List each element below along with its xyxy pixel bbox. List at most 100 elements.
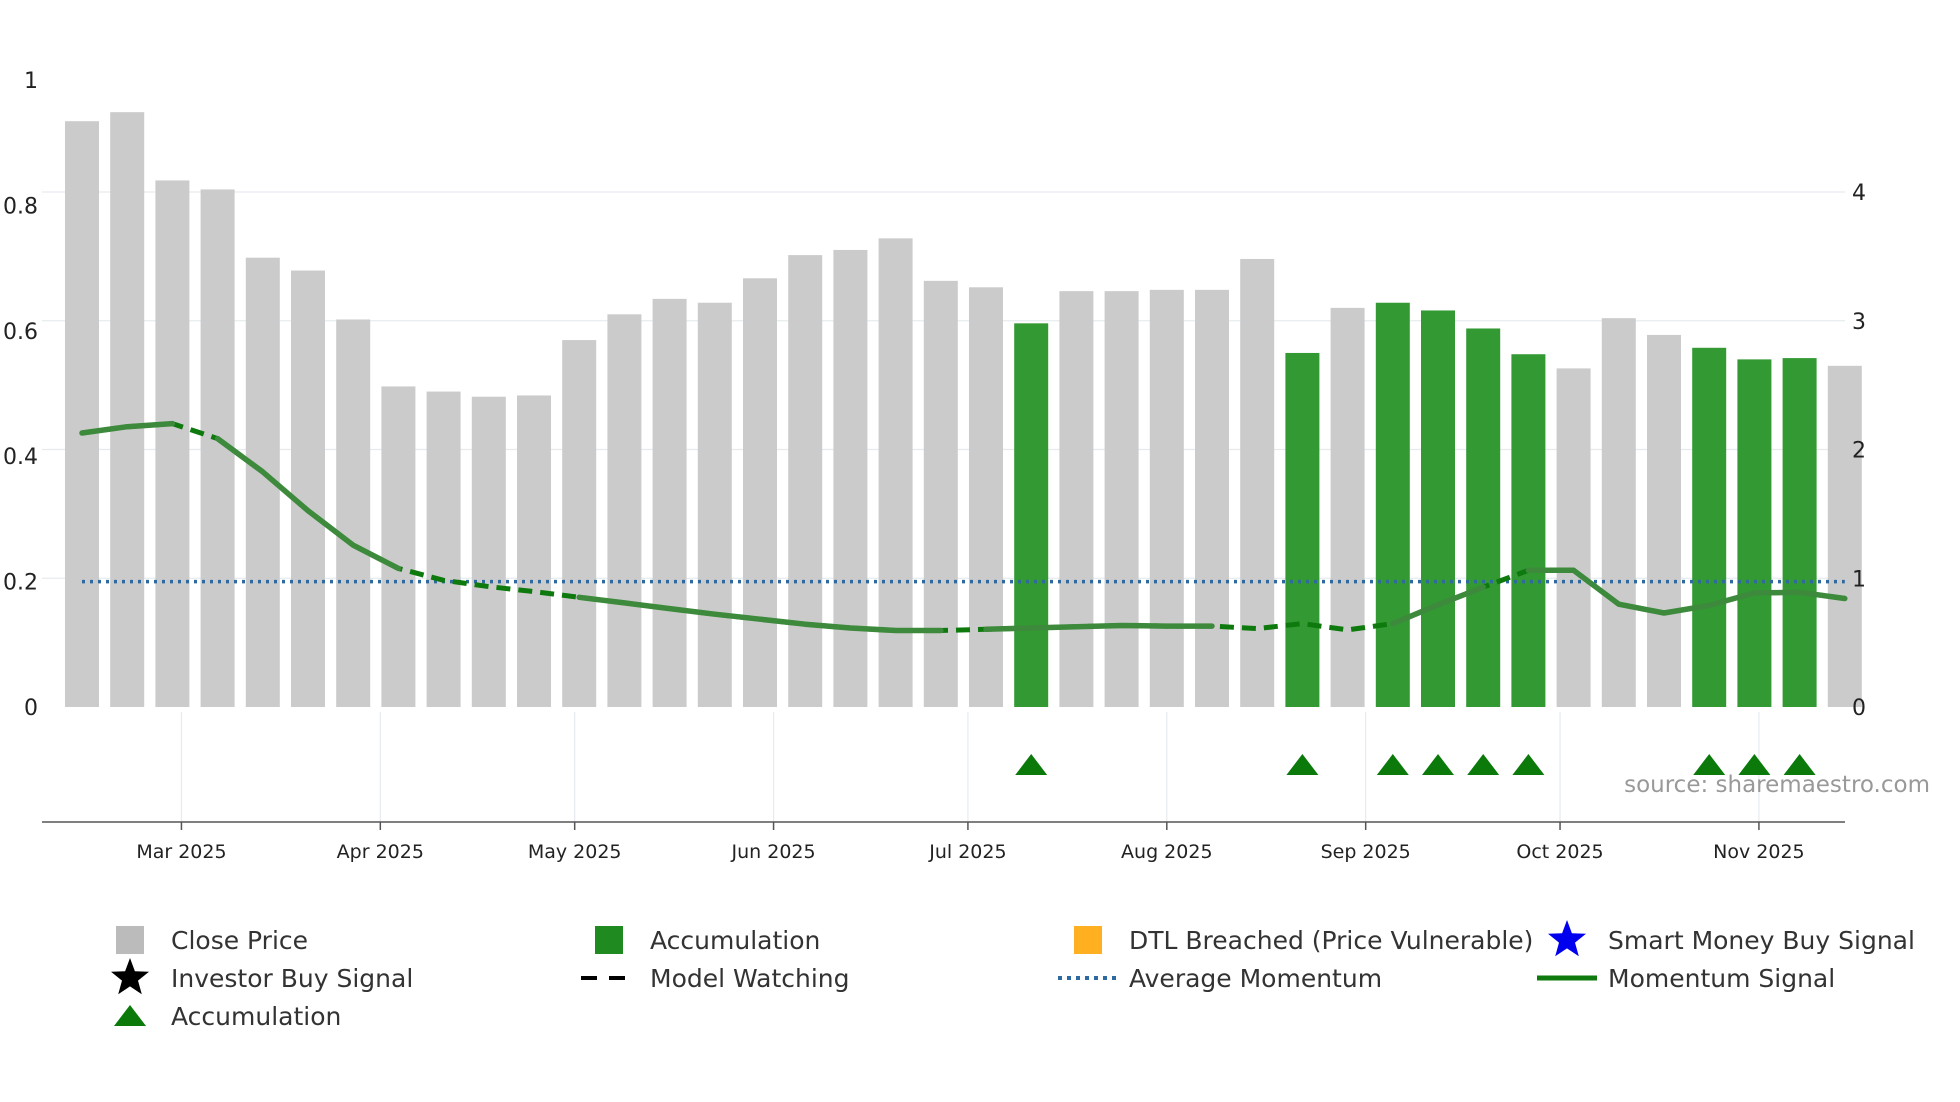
legend-item-model_watching: Model Watching (581, 964, 850, 993)
price-bar (426, 391, 461, 707)
price-bar (471, 396, 506, 707)
y-tick-right: 2 (1852, 439, 1866, 464)
legend-label-accumulation_marker: Accumulation (171, 1002, 341, 1031)
x-tick-label: Jul 2025 (928, 841, 1006, 863)
price-bar (517, 395, 551, 707)
accumulation-marker (1738, 754, 1771, 775)
legend-label-momentum_signal: Momentum Signal (1608, 964, 1835, 993)
accumulation-bar (1782, 358, 1817, 707)
x-tick-label: Jun 2025 (731, 841, 816, 863)
accumulation-bar (1285, 352, 1320, 707)
price-bar (607, 314, 642, 707)
momentum-signal-line (1525, 567, 1848, 616)
legend-item-accumulation_bar: Accumulation (595, 926, 820, 955)
y-tick-left: 1 (24, 69, 38, 94)
x-tick-label: Sep 2025 (1321, 841, 1411, 863)
accumulation-bar (1511, 354, 1546, 707)
price-bar (923, 280, 958, 707)
x-tick-label: Apr 2025 (337, 841, 424, 863)
accumulation-bar (1014, 323, 1049, 707)
price-bar (833, 249, 868, 708)
y-tick-left: 0.6 (3, 320, 38, 345)
price-bar (788, 255, 823, 708)
legend-swatch-close_price (116, 926, 144, 954)
legend-label-close_price: Close Price (171, 926, 308, 955)
price-bar (1104, 291, 1139, 707)
legend-swatch-accumulation_bar (595, 926, 623, 954)
price-bar (110, 112, 145, 707)
y-tick-left: 0 (24, 696, 38, 721)
legend-label-dtl: DTL Breached (Price Vulnerable) (1129, 926, 1533, 955)
accumulation-marker (1422, 754, 1454, 775)
legend-star-smart_money (1548, 920, 1586, 957)
accumulation-markers (1015, 754, 1816, 775)
price-bar (65, 121, 99, 708)
y-tick-left: 0.2 (3, 571, 38, 596)
price-bar (1195, 289, 1229, 707)
accumulation-bar (1737, 359, 1772, 707)
y-tick-left: 0.4 (3, 445, 38, 470)
accumulation-marker (1376, 754, 1409, 775)
price-bar (336, 319, 371, 707)
momentum-signal-line (79, 420, 176, 436)
legend-item-avg_momentum: Average Momentum (1058, 964, 1382, 993)
price-bar (1647, 334, 1681, 707)
legend-item-close_price: Close Price (116, 926, 308, 955)
legend-label-accumulation_bar: Accumulation (650, 926, 820, 955)
x-tick-label: Oct 2025 (1516, 841, 1603, 863)
accumulation-marker (1015, 754, 1048, 775)
legend-label-smart_money: Smart Money Buy Signal (1608, 926, 1915, 955)
x-tick-label: May 2025 (528, 841, 622, 863)
price-bars (65, 112, 1862, 708)
price-bar (697, 302, 732, 707)
price-bar (1601, 318, 1636, 707)
price-bar (652, 298, 687, 707)
legend-item-smart_money: Smart Money Buy Signal (1548, 920, 1915, 957)
accumulation-bar (1421, 310, 1455, 707)
accumulation-marker (1693, 754, 1726, 775)
accumulation-marker (1783, 754, 1816, 775)
legend-label-investor_buy: Investor Buy Signal (171, 964, 413, 993)
price-bar (381, 386, 416, 707)
accumulation-marker (1512, 754, 1545, 775)
legend: Close Price Accumulation DTL Breached (Pri… (111, 920, 1915, 1031)
momentum-signal-line (214, 435, 402, 572)
price-bar (155, 180, 190, 708)
y-tick-right: 4 (1852, 181, 1866, 206)
price-bar (878, 238, 913, 707)
legend-item-accumulation_marker: Accumulation (114, 1002, 341, 1031)
accumulation-bar (1466, 328, 1501, 707)
price-bar (1330, 307, 1365, 707)
momentum-signal-line (983, 622, 1215, 633)
price-bar (1149, 289, 1184, 707)
accumulation-marker (1467, 754, 1500, 775)
x-tick-label: Aug 2025 (1121, 841, 1213, 863)
momentum-signal-line (1390, 584, 1486, 627)
legend-star-investor_buy (111, 958, 149, 995)
price-bar (1059, 291, 1094, 707)
x-tick-label: Mar 2025 (136, 841, 226, 863)
legend-label-avg_momentum: Average Momentum (1129, 964, 1382, 993)
legend-triangle-accumulation_marker (114, 1005, 146, 1026)
x-tick-label: Nov 2025 (1713, 841, 1804, 863)
accumulation-bar (1692, 347, 1727, 707)
y-tick-right: 1 (1852, 567, 1866, 592)
momentum-signal-line (576, 594, 944, 634)
y-tick-right: 0 (1852, 696, 1866, 721)
legend-swatch-dtl (1074, 926, 1102, 954)
axes: 0 0.2 0.4 0.6 0.8 1 0 1 2 3 4 Mar 2025 Apr 2025 May 2… (3, 69, 1866, 863)
price-bar (1556, 368, 1591, 707)
y-tick-right: 3 (1852, 310, 1866, 335)
price-bar (743, 278, 777, 707)
legend-item-investor_buy: Investor Buy Signal (111, 958, 413, 995)
price-bar (291, 270, 325, 707)
legend-item-dtl: DTL Breached (Price Vulnerable) (1074, 926, 1533, 955)
y-tick-left: 0.8 (3, 194, 38, 219)
accumulation-bar (1375, 302, 1410, 707)
accumulation-marker (1286, 754, 1319, 775)
price-bar (1240, 258, 1275, 707)
price-bar (969, 287, 1003, 707)
source-label: source: sharemaestro.com (1624, 772, 1930, 798)
momentum-lines (79, 420, 1848, 634)
